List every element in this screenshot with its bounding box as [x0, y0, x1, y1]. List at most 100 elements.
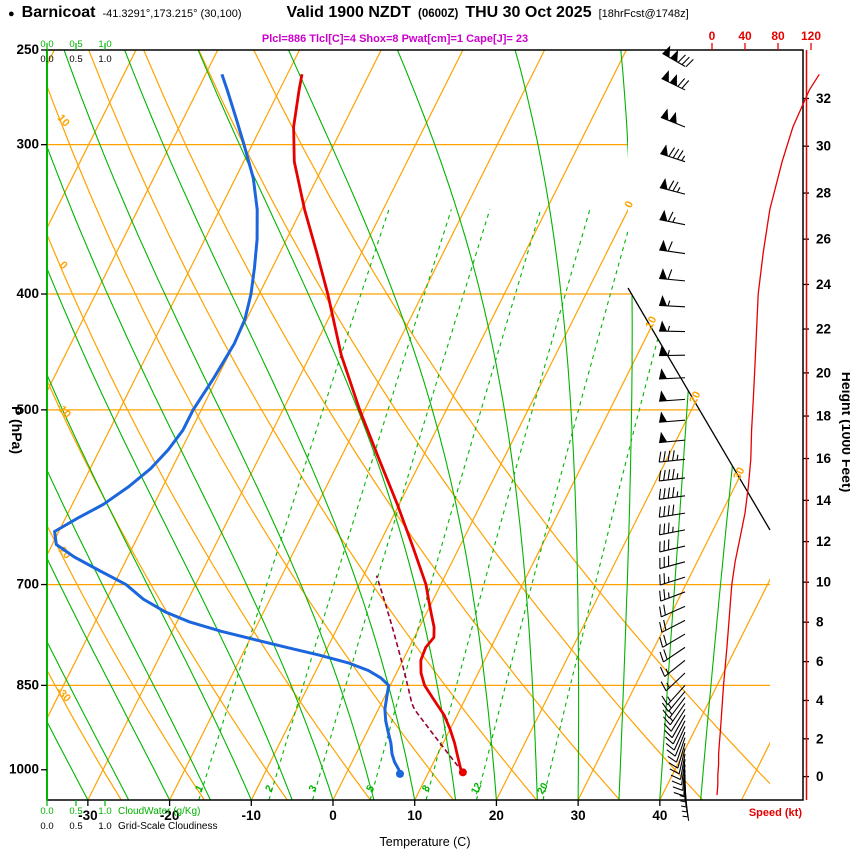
wind-barb-feather — [663, 523, 666, 534]
height-tick-label: 28 — [816, 186, 832, 201]
wind-barb-flag — [659, 320, 668, 332]
wind-barb-staff — [682, 764, 686, 791]
wind-barb-feather — [658, 506, 661, 518]
wind-barb-half-feather — [676, 454, 679, 461]
height-tick-label: 2 — [816, 731, 824, 746]
dry-adiabat-line — [198, 50, 704, 800]
pressure-tick-label: 1000 — [9, 762, 39, 777]
wind-barb-half-feather — [666, 682, 670, 689]
wind-barb-staff — [669, 703, 686, 726]
wind-barb-feather — [667, 522, 670, 534]
wind-barb-staff — [668, 691, 686, 712]
wind-barb-feather — [663, 589, 666, 600]
wind-barb-feather — [676, 150, 684, 160]
wind-barb-feather — [668, 180, 675, 191]
isotherm-label: 10 — [643, 314, 659, 330]
height-tick-label: 20 — [816, 365, 831, 380]
isotherm-line — [250, 50, 627, 800]
temp-tick-label: -30 — [78, 808, 98, 823]
gridscale-bottom-label: 0.5 — [69, 821, 82, 832]
temp-tick-label: -20 — [160, 808, 180, 823]
wind-barb-half-feather — [665, 668, 669, 674]
wind-barb-staff — [673, 726, 686, 751]
dry-adiabat-line — [47, 50, 122, 800]
wind-barb-feather — [672, 148, 680, 159]
wind-barb-feather — [659, 637, 664, 648]
dry-adiabat-line — [253, 50, 770, 800]
wind-barb-staff — [659, 561, 686, 570]
wind-barb-flag — [660, 144, 668, 157]
valid-date: THU 30 Oct 2025 — [465, 4, 592, 21]
height-tick-label: 0 — [816, 769, 824, 784]
wind-barb-half-feather — [679, 794, 686, 798]
speed-tick-label: 0 — [709, 29, 716, 43]
wind-barb-staff — [683, 769, 686, 796]
wind-barb-feather — [677, 78, 686, 87]
isotherm-label: 20 — [687, 389, 703, 405]
isotherm-line — [169, 50, 546, 800]
wind-barb-feather — [665, 743, 675, 751]
wind-barb-half-feather — [681, 155, 686, 161]
mixing-ratio-line — [268, 209, 452, 800]
moist-adiabat-line — [47, 50, 89, 800]
isotherm-line — [577, 50, 770, 800]
moist-adiabat-line — [47, 50, 252, 800]
wind-barb-feather — [672, 786, 683, 791]
wind-barb-feather — [658, 524, 661, 535]
wind-barb-staff — [663, 646, 686, 663]
wind-barb-staff — [659, 277, 686, 282]
speed-tick-label: 80 — [771, 29, 785, 43]
wind-barb-staff — [668, 697, 686, 719]
moist-adiabat-line — [513, 50, 580, 800]
grid-cut-diagonal — [627, 287, 771, 531]
wind-barb-feather — [670, 774, 681, 781]
moist-adiabat-line — [47, 50, 171, 800]
wind-barb-flag — [661, 70, 669, 83]
wind-barb-staff — [679, 753, 686, 780]
wind-barb-feather — [681, 80, 690, 89]
wind-barb-feather — [667, 755, 677, 763]
moist-adiabat-line — [195, 50, 457, 800]
wind-barb-staff — [664, 659, 686, 678]
valid-utc: (0600Z) — [418, 8, 459, 20]
wind-barb-feather — [668, 147, 676, 157]
wind-barb-feather — [672, 468, 675, 480]
cloudwater-top-label: 1.0 — [98, 39, 111, 50]
isotherm-line — [47, 50, 301, 800]
wind-barb-staff — [659, 529, 686, 536]
wind-barb-feather — [659, 590, 662, 602]
wind-barb-staff — [670, 708, 686, 732]
wind-barb-feather — [660, 681, 667, 692]
wind-barb-feather — [663, 469, 666, 481]
mixing-ratio-label: 8 — [420, 783, 433, 794]
wind-barb-feather — [667, 487, 671, 499]
temp-tick-label: -10 — [242, 808, 262, 823]
wind-barb-feather — [659, 606, 662, 618]
wind-barb-flag — [669, 74, 677, 86]
moist-adiabat-line — [61, 50, 375, 800]
wind-barb-half-feather — [667, 349, 670, 356]
height-tick-label: 32 — [816, 91, 831, 106]
mixing-ratio-line — [542, 209, 693, 800]
wind-barb-staff — [674, 731, 686, 757]
wind-barb-flag — [660, 108, 669, 121]
wind-barb-staff — [660, 591, 686, 602]
height-tick-label: 22 — [816, 322, 831, 337]
height-tick-label: 4 — [816, 693, 824, 708]
wind-barb-staff — [660, 153, 686, 163]
wind-barb-feather — [668, 762, 679, 769]
wind-barb-feather — [661, 695, 669, 705]
wind-barb-half-feather — [676, 491, 679, 497]
dewpoint-curve — [52, 73, 402, 775]
height-tick-label: 12 — [816, 534, 831, 549]
moist-adiabat-line — [122, 50, 416, 800]
isotherm-line — [87, 50, 464, 800]
speed-tick-label: 120 — [801, 29, 821, 43]
wind-barb-feather — [663, 723, 672, 732]
height-tick-label: 14 — [816, 493, 832, 508]
wind-barb-feather — [658, 470, 662, 481]
temp-axis-title: Temperature (C) — [380, 835, 471, 849]
wind-barb-flag — [659, 268, 668, 280]
pressure-tick-label: 700 — [16, 577, 39, 592]
